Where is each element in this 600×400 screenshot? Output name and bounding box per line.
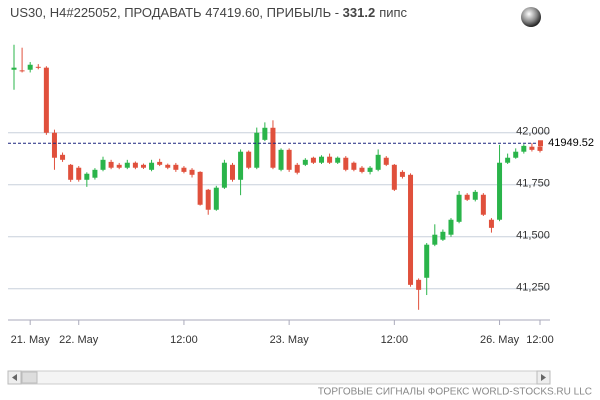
candle-body [497,162,503,220]
footer: ТОРГОВЫЕ СИГНАЛЫ ФОРЕКС WORLD-STOCKS.RU … [318,387,592,398]
candle-body [181,167,187,172]
candle-body [391,164,397,190]
candle-body [310,157,316,163]
candle-body [246,151,252,168]
candle-body [383,157,389,165]
candle-body [140,164,146,168]
candle-body [108,161,114,168]
profit: 331.2 [343,5,376,20]
y-tick-label: 41,250 [516,282,550,294]
candle-body [254,132,260,168]
candle-body [157,161,163,165]
candle-body [262,127,268,140]
candle-body [375,154,381,170]
chart-title: US30, H4#225052, ПРОДАВАТЬ 47419.60, ПРИ… [10,5,408,20]
candle-body [124,162,130,168]
candle-body [132,162,138,168]
scroll-thumb[interactable] [21,371,38,384]
candle-body [472,191,478,200]
candle-body [35,66,41,68]
candle-body [278,149,284,170]
y-tick-label: 41,750 [516,178,550,190]
candle-body [149,162,155,170]
x-tick-label: 23. May [270,334,310,346]
candle-body [238,151,244,180]
candle-body [19,70,25,72]
candle-body [27,64,33,70]
candle-body [197,171,203,205]
candle-body [286,149,292,170]
candle-body [456,194,462,222]
x-tick-label: 21. May [11,334,51,346]
candle-body [68,164,74,180]
candle-body [213,187,219,210]
arrow [12,374,17,381]
globe-icon[interactable] [521,7,541,27]
price-marker [538,140,543,147]
candle-body [464,194,470,200]
candle-body [270,127,276,168]
candle-body [440,231,446,240]
candle-body [335,157,341,163]
candle-body [488,219,494,228]
x-tick-label: 26. May [480,334,520,346]
arrow [541,374,546,381]
candle-body [432,234,438,245]
candle-body [416,279,422,290]
candle-body [11,67,17,70]
candle-body [513,151,519,158]
candle-body [229,164,235,180]
x-tick-label: 12:00 [526,334,554,346]
candle-body [537,146,543,151]
candle-body [294,164,300,173]
candle-body [302,159,308,165]
candle-body [424,244,430,278]
candle-body [399,171,405,177]
candle-body [319,156,325,163]
current-price-label: 41949.52 [548,137,594,149]
candle-body [165,164,171,168]
candle-body [173,164,179,170]
profit-unit: пипс [379,5,407,20]
candle-body [60,154,66,160]
y-tick-label: 41,500 [516,230,550,242]
scrollbar[interactable] [7,370,551,385]
x-tick-label: 12:00 [381,334,409,346]
candle-body [351,162,357,170]
candle-body [505,157,511,163]
candle-body [84,173,90,180]
candle-body [205,189,211,210]
candle-body [76,167,82,180]
candle-body [448,219,454,235]
candle-body [116,164,122,168]
title-text: US30, H4#225052, ПРОДАВАТЬ 47419.60, ПРИ… [10,5,343,20]
candle-body [343,157,349,170]
y-tick-label: 42,000 [516,126,550,138]
candle-body [221,162,227,188]
candle-body [359,167,365,172]
candle-body [521,145,527,152]
candle-body [92,169,98,178]
x-tick-label: 22. May [59,334,99,346]
candle-body [408,174,414,285]
candle-body [480,194,486,215]
candle-body [367,167,373,172]
x-tick-label: 12:00 [170,334,198,346]
candle-body [189,169,195,175]
candle-body [51,132,57,158]
candle-body [529,146,535,150]
candle-body [100,159,106,170]
candle-body [327,156,333,163]
candle-body [43,67,49,133]
